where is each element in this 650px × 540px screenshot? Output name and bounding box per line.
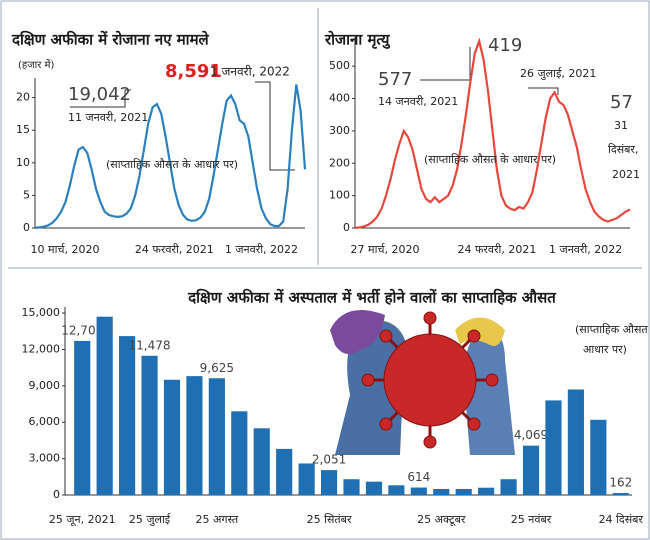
annotation: 11 जनवरी, 2021 (68, 111, 148, 124)
annotation: 19,042 (68, 84, 131, 105)
bar (365, 481, 383, 495)
annotation: 419 (488, 35, 522, 56)
annotation: (साप्ताहिक औसत के आधार पर) (106, 158, 238, 171)
bar (455, 488, 472, 495)
y-tick-label: 3,000 (29, 452, 61, 465)
y-tick-label: 0 (23, 221, 30, 234)
bar (590, 419, 607, 495)
y-tick-label: 100 (329, 189, 350, 202)
annotation: दिसंबर, (608, 143, 638, 156)
value-label: 4,069 (514, 428, 548, 442)
bar (298, 463, 315, 495)
value-label: 2,051 (312, 453, 346, 467)
annotation: 2021 (612, 168, 640, 181)
value-label: 614 (407, 470, 430, 484)
bar (276, 448, 293, 495)
bar (500, 479, 517, 495)
bar (612, 493, 629, 495)
y-tick-label: 200 (329, 156, 350, 169)
bar (96, 316, 113, 495)
x-tick-label: 25 अगस्त (196, 513, 239, 526)
x-tick-label: 24 फरवरी, 2021 (457, 243, 536, 256)
y-tick-label: 12,000 (22, 342, 61, 355)
y-tick-label: 9,000 (29, 379, 61, 392)
bar (388, 485, 405, 495)
bar (478, 487, 495, 495)
value-label: 12,702 (61, 323, 103, 337)
annotation: 577 (378, 69, 412, 90)
bar (74, 340, 91, 495)
line-series (34, 84, 307, 230)
x-tick-label: 10 मार्च, 2020 (31, 243, 100, 256)
bar (231, 411, 248, 495)
annotation: 31 (614, 119, 628, 132)
bar (567, 389, 584, 495)
bar (320, 470, 338, 495)
y-tick-label: 15 (16, 123, 30, 136)
bar (433, 488, 450, 495)
bar (186, 376, 203, 495)
x-tick-label: 25 नवंबर (511, 513, 552, 526)
y-tick-label: 20 (16, 91, 30, 104)
y-tick-label: 6,000 (29, 415, 61, 428)
bar (545, 400, 562, 495)
bar (119, 336, 136, 495)
bar (410, 487, 427, 495)
y-tick-label: 15,000 (22, 306, 61, 319)
chart-title: रोजाना मृत्यु (324, 31, 391, 50)
annotation: 1 जनवरी, 2022 (210, 65, 290, 79)
x-tick-label: 25 सितंबर (307, 513, 352, 526)
bar (208, 378, 225, 495)
bar (253, 428, 270, 495)
bar (163, 379, 181, 495)
value-label: 9,625 (200, 361, 234, 375)
annotation: 8,591 (165, 61, 222, 82)
x-tick-label: 25 जुलाई (129, 513, 171, 526)
x-tick-label: 1 जनवरी, 2022 (225, 243, 298, 256)
y-tick-label: 0 (53, 488, 60, 501)
y-tick-label: 500 (329, 59, 350, 72)
annotation: (साप्ताहिक औसत के आधार पर) (424, 153, 556, 166)
illustration (330, 310, 515, 455)
x-tick-label: 24 फरवरी, 2021 (135, 243, 214, 256)
bar (141, 355, 158, 495)
x-tick-label: 24 दिसंबर (599, 513, 644, 526)
annotation: 14 जनवरी, 2021 (378, 95, 458, 108)
y-tick-label: 400 (329, 92, 350, 105)
value-label: 162 (609, 476, 632, 490)
annotation: 26 जुलाई, 2021 (520, 67, 596, 80)
x-tick-label: 25 जून, 2021 (49, 513, 116, 527)
y-tick-label: 5 (23, 188, 30, 201)
line-series (354, 37, 631, 230)
x-tick-label: 27 मार्च, 2020 (351, 243, 420, 256)
value-label: 11,478 (129, 338, 171, 352)
x-tick-label: 1 जनवरी, 2022 (549, 243, 622, 256)
y-tick-label: 10 (16, 156, 30, 169)
y-tick-label: 0 (343, 221, 350, 234)
annotation: (साप्ताहिक औसत के (575, 323, 650, 336)
annotation: 57 (610, 92, 633, 113)
chart-title: दक्षिण अफीका में अस्पताल में भर्ती होने … (187, 289, 557, 307)
y-tick-label: 300 (329, 124, 350, 137)
bar (343, 479, 360, 495)
x-tick-label: 25 अक्टूबर (417, 513, 466, 527)
bar (522, 445, 540, 495)
y-axis-label: (हजार में) (18, 59, 54, 71)
chart-title: दक्षिण अफीका में रोजाना नए मामले (11, 31, 210, 49)
annotation: आधार पर) (583, 343, 627, 356)
